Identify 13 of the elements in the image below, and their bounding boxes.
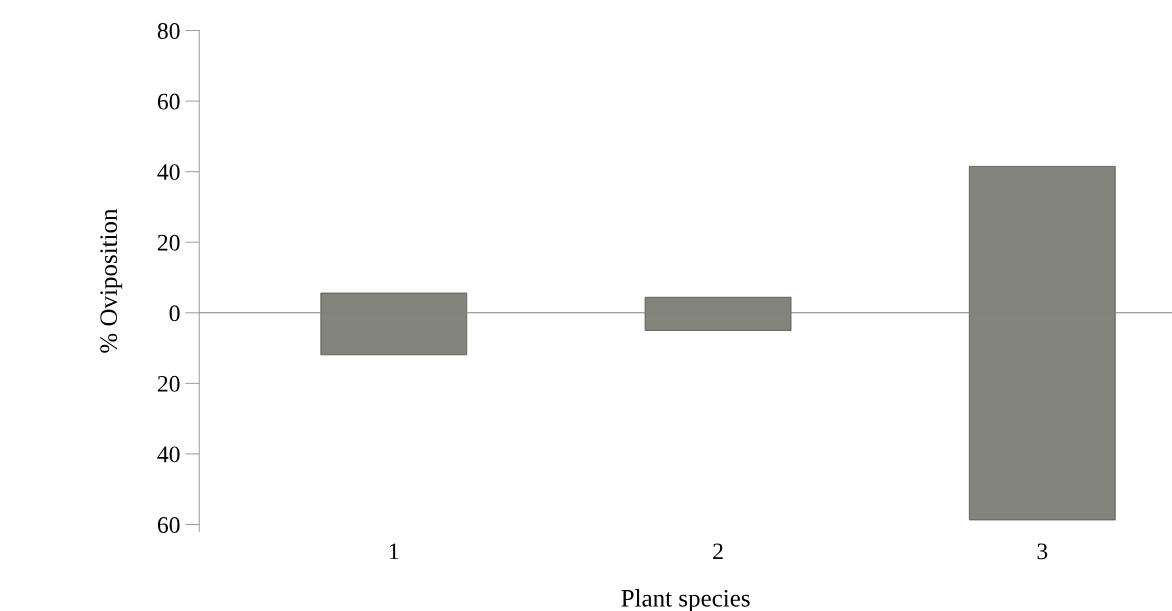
y-tick-label: 20 — [157, 234, 180, 251]
y-tick-label: 20 — [157, 375, 180, 392]
x-tick-label: 3 — [1037, 543, 1048, 560]
y-tick-label: 0 — [169, 305, 180, 322]
x-tick-label: 2 — [713, 543, 723, 560]
x-tick-label: 1 — [389, 543, 399, 560]
y-tick-label: 40 — [157, 164, 180, 181]
x-axis-title: Plant species — [621, 589, 750, 611]
y-tick-label: 60 — [157, 517, 180, 533]
y-tick-label: 60 — [157, 93, 180, 110]
y-tick-label: 40 — [157, 446, 180, 463]
y-tick-label: 80 — [157, 23, 180, 39]
y-axis-title: % Oviposition — [100, 208, 123, 353]
